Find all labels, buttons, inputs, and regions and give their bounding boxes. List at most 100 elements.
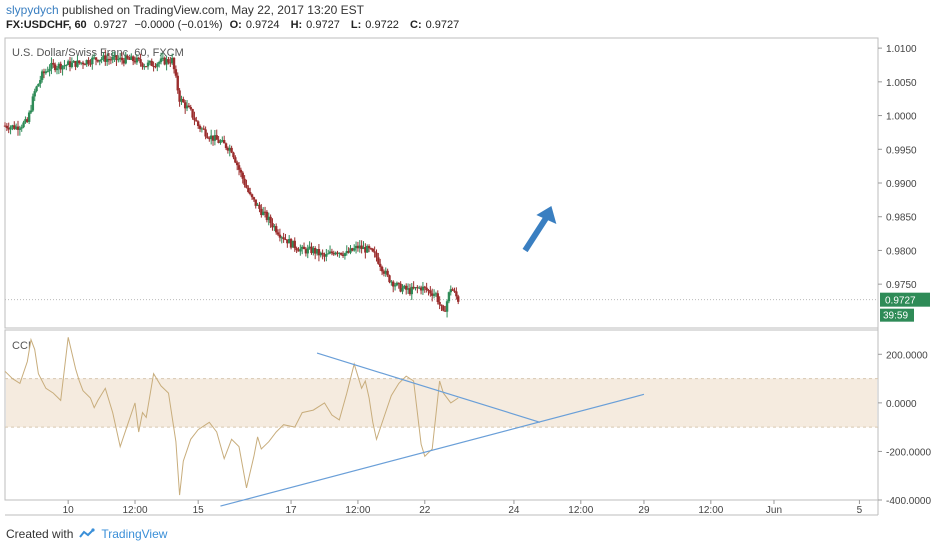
price-panel-title: U.S. Dollar/Swiss Franc, 60, FXCM [12,47,184,59]
candle-body [258,204,261,209]
candle-body [286,239,289,244]
candle-body [39,80,42,84]
candle-body [178,90,181,102]
candle-body [232,152,235,158]
candle-body [445,301,449,312]
candle-body [453,290,456,292]
candle-body [130,56,133,60]
candle-body [304,249,308,254]
open-value: 0.9724 [245,19,280,31]
candle-body [157,62,161,64]
candle-body [170,57,174,64]
countdown-badge [880,308,914,322]
candle-body [338,252,341,254]
candle-body [7,127,10,130]
candle-body [83,64,87,66]
open-label: O: [229,19,242,31]
candle-body [399,283,402,292]
candle-body [382,271,386,274]
countdown-label: 39:59 [883,311,908,322]
candle-body [416,287,419,289]
time-tick-label: 12:00 [568,505,593,516]
candle-body [211,135,215,141]
candle-body [278,234,282,238]
candle-body [310,246,313,254]
candle-body [421,286,425,291]
candle-body [449,289,452,293]
author-link[interactable]: slypydych [6,3,59,17]
cci-panel-title: CCI [12,340,31,352]
time-tick-label: Jun [766,505,782,516]
footer: Created with TradingView [6,527,167,541]
candle-body [206,136,209,139]
candle-body [102,55,105,59]
cci-tick-label: -400.0000 [886,496,931,507]
candle-body [358,245,361,249]
candle-body [245,184,248,188]
candle-body [35,86,38,92]
candle-body [105,58,109,62]
candle-body [284,239,287,241]
candle-body [362,247,365,250]
candle-body [235,162,239,166]
candle-body [339,252,343,255]
candle-body [76,60,79,67]
candle-body [70,62,74,68]
candle-body [247,187,250,193]
candle-body [438,301,441,305]
candle-body [187,105,191,107]
candle-body [401,288,404,292]
candle-body [455,291,458,297]
candle-body [315,249,319,254]
price-badge [880,292,930,307]
candle-body [133,61,137,63]
candle-body [334,252,337,255]
candle-body [282,237,285,240]
candle-body [308,246,311,249]
candle-body [267,216,270,221]
candle-body [243,178,246,185]
candle-body [163,57,166,65]
candles [3,49,460,318]
candle-body [3,125,7,127]
candle-body [135,57,139,63]
candle-body [306,248,309,254]
candle-body [440,304,443,306]
price-tick-label: 0.9750 [886,280,917,291]
candle-body [14,126,18,129]
candle-body [98,59,101,62]
candle-body [299,248,302,252]
candle-body [124,55,127,64]
time-tick-label: 15 [193,505,205,516]
candle-body [379,263,382,267]
candle-body [107,58,111,60]
tradingview-brand: TradingView [101,527,168,541]
tradingview-logo-icon [79,528,95,538]
candle-body [410,286,413,295]
candle-body [202,128,205,130]
candle-body [405,285,408,290]
tradingview-link[interactable]: TradingView [79,527,167,541]
candle-body [302,246,306,250]
price-badge-label: 0.9727 [885,296,916,307]
candle-body [451,289,454,291]
cci-tick-label: -200.0000 [886,447,931,458]
candle-body [419,287,423,291]
candle-body [146,62,150,67]
candle-body [180,98,183,102]
candle-body [353,248,356,251]
candle-body [239,169,243,173]
candle-body [330,251,334,253]
candle-body [154,66,157,68]
candle-body [89,63,92,65]
candle-body [74,61,77,67]
candle-body [159,58,163,63]
candle-body [152,65,155,67]
candle-body [13,125,16,129]
candle-body [16,126,20,130]
candle-body [185,105,189,109]
candle-body [260,208,263,216]
candle-body [209,135,213,140]
price-tick-label: 0.9950 [886,145,917,156]
